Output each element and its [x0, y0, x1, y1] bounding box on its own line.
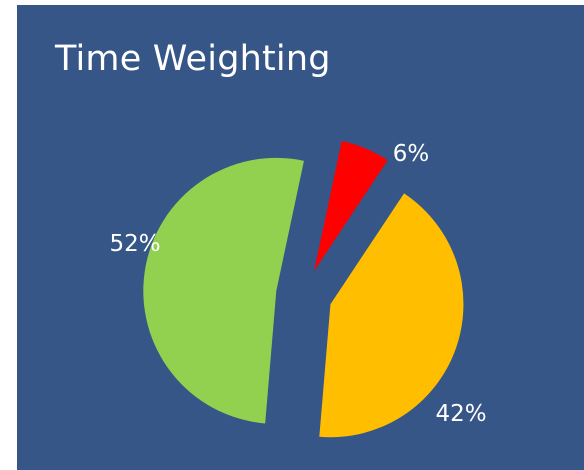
pie-slice-42 [319, 193, 464, 438]
slice-label-52: 52% [109, 231, 160, 257]
chart-title: Time Weighting [55, 39, 331, 79]
pie-slice-6 [314, 140, 388, 272]
chart-panel: Time Weighting 6% 42% 52% [17, 5, 584, 470]
slice-label-6: 6% [393, 141, 430, 167]
slice-label-42: 42% [435, 401, 486, 427]
pie-chart: 6% 42% 52% [109, 140, 487, 438]
pie-slice-52 [143, 157, 304, 424]
